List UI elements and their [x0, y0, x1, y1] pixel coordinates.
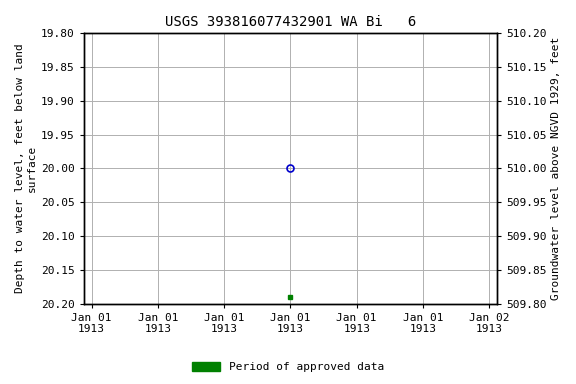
Y-axis label: Groundwater level above NGVD 1929, feet: Groundwater level above NGVD 1929, feet: [551, 37, 561, 300]
Y-axis label: Depth to water level, feet below land
surface: Depth to water level, feet below land su…: [15, 43, 37, 293]
Legend: Period of approved data: Period of approved data: [188, 357, 388, 377]
Title: USGS 393816077432901 WA Bi   6: USGS 393816077432901 WA Bi 6: [165, 15, 416, 29]
